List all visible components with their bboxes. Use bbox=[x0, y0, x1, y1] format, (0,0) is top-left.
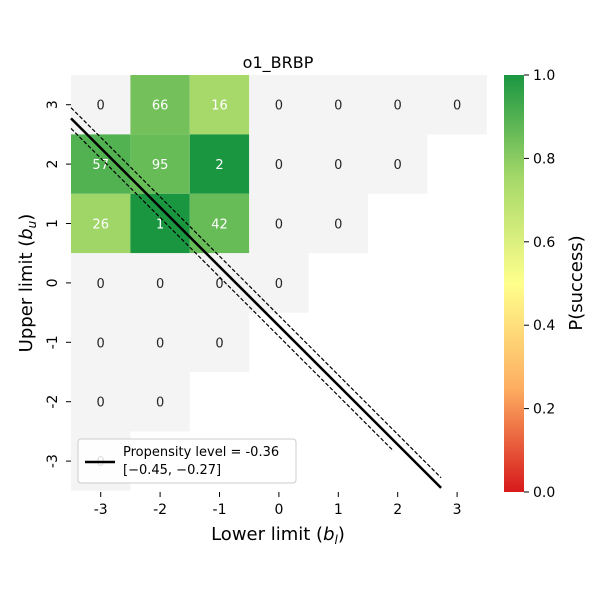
heatmap-cell bbox=[71, 134, 131, 194]
cell-value-label: 0 bbox=[97, 336, 105, 351]
cell-value-label: 0 bbox=[156, 396, 164, 411]
cell-value-label: 16 bbox=[211, 99, 228, 114]
heatmap-cell bbox=[368, 134, 428, 194]
colorbar-tick-label: 0.4 bbox=[533, 318, 555, 334]
cell-value-label: 0 bbox=[275, 158, 283, 173]
colorbar-gradient bbox=[504, 75, 524, 492]
x-tick-label: 0 bbox=[274, 502, 283, 518]
heatmap-cell bbox=[130, 312, 190, 372]
heatmap-cell bbox=[130, 134, 190, 194]
cell-value-label: 0 bbox=[97, 396, 105, 411]
y-tick-label: -3 bbox=[45, 454, 61, 468]
heatmap-cell bbox=[130, 253, 190, 313]
heatmap-cell bbox=[71, 75, 131, 135]
y-tick-label: 0 bbox=[45, 278, 61, 287]
cell-value-label: 26 bbox=[92, 218, 109, 233]
cell-value-label: 0 bbox=[275, 277, 283, 292]
x-tick-label: -1 bbox=[213, 502, 227, 518]
heatmap-cell bbox=[189, 134, 250, 194]
colorbar-tick-label: 0.6 bbox=[533, 235, 555, 251]
heatmap-cell bbox=[249, 193, 309, 254]
colorbar-tick-label: 0.0 bbox=[533, 485, 555, 501]
y-tick-label: -1 bbox=[45, 335, 61, 349]
heatmap-cell bbox=[368, 75, 428, 135]
cell-value-label: 0 bbox=[334, 158, 342, 173]
x-axis-ticks: -3 -2 -1 0 1 2 3 bbox=[94, 492, 462, 518]
heatmap-cell bbox=[308, 193, 368, 254]
y-axis-ticks: 3 2 1 0 -1 -2 -3 bbox=[45, 100, 71, 468]
ci-lower-line bbox=[70, 128, 394, 452]
cell-value-label: 0 bbox=[275, 99, 283, 114]
propensity-lines bbox=[70, 107, 442, 489]
colorbar-tick-label: 1.0 bbox=[533, 68, 555, 84]
chart-title: o1_BRBP bbox=[243, 53, 314, 73]
cell-value-label: 0 bbox=[394, 158, 402, 173]
colorbar-tick-label: 0.2 bbox=[533, 402, 555, 418]
y-tick-label: -2 bbox=[45, 395, 61, 409]
cell-value-label: 0 bbox=[97, 277, 105, 292]
x-tick-label: 3 bbox=[453, 502, 462, 518]
ci-upper-line bbox=[70, 107, 442, 479]
legend-interval: [−0.45, −0.27] bbox=[123, 463, 221, 478]
cell-value-label: 0 bbox=[334, 99, 342, 114]
colorbar: 0.0 0.2 0.4 0.6 0.8 1.0 P(success) bbox=[504, 68, 587, 501]
y-tick-label: 3 bbox=[45, 100, 61, 109]
legend-label: Propensity level = -0.36 bbox=[123, 445, 279, 460]
cell-value-label: 95 bbox=[152, 158, 169, 173]
heatmap-cell bbox=[189, 312, 250, 372]
y-axis-title: Upper limit (bu) bbox=[16, 214, 39, 353]
cell-value-label: 0 bbox=[275, 218, 283, 233]
heatmap-cell bbox=[189, 75, 250, 135]
y-tick-label: 2 bbox=[45, 160, 61, 169]
cell-value-label: 57 bbox=[92, 158, 109, 173]
heatmap-cell bbox=[71, 312, 131, 372]
heatmap-cell bbox=[71, 253, 131, 313]
cell-value-label: 0 bbox=[453, 99, 461, 114]
heatmap-cell bbox=[189, 193, 250, 254]
propensity-line bbox=[70, 117, 442, 489]
cell-value-label: 66 bbox=[152, 99, 169, 114]
heatmap-cell bbox=[130, 75, 190, 135]
cell-value-label: 0 bbox=[156, 277, 164, 292]
heatmap-cell bbox=[427, 75, 487, 135]
legend-box bbox=[77, 438, 297, 484]
cell-value-label: 2 bbox=[215, 158, 223, 173]
cell-value-label: 1 bbox=[156, 218, 164, 233]
x-tick-label: 1 bbox=[334, 502, 343, 518]
heatmap-cell bbox=[308, 134, 368, 194]
heatmap-cell bbox=[71, 372, 131, 432]
heatmap-cell bbox=[249, 75, 309, 135]
colorbar-label: P(success) bbox=[566, 235, 587, 330]
legend: Propensity level = -0.36 [−0.45, −0.27] bbox=[77, 438, 297, 484]
cell-value-label: 0 bbox=[394, 99, 402, 114]
colorbar-ticks: 0.0 0.2 0.4 0.6 0.8 1.0 bbox=[524, 68, 555, 501]
y-tick-label: 1 bbox=[45, 219, 61, 228]
heatmap-cell bbox=[71, 193, 131, 254]
cell-value-label: 0 bbox=[215, 277, 223, 292]
x-tick-label: 2 bbox=[393, 502, 402, 518]
x-tick-label: -3 bbox=[94, 502, 108, 518]
cell-value-label: 0 bbox=[215, 336, 223, 351]
heatmap-cell bbox=[249, 253, 309, 313]
colorbar-tick-label: 0.8 bbox=[533, 151, 555, 167]
cell-value-label: 0 bbox=[334, 218, 342, 233]
cell-value-label: 42 bbox=[211, 218, 228, 233]
x-tick-label: -2 bbox=[153, 502, 167, 518]
cell-value-label: 0 bbox=[156, 336, 164, 351]
x-axis-title: Lower limit (bl) bbox=[211, 524, 345, 547]
heatmap-cell bbox=[130, 372, 190, 432]
heatmap-cell bbox=[308, 75, 368, 135]
heatmap-cell bbox=[189, 253, 250, 313]
heatmap-cell bbox=[249, 134, 309, 194]
heatmap-cell bbox=[130, 193, 190, 254]
cell-value-label: 0 bbox=[97, 99, 105, 114]
